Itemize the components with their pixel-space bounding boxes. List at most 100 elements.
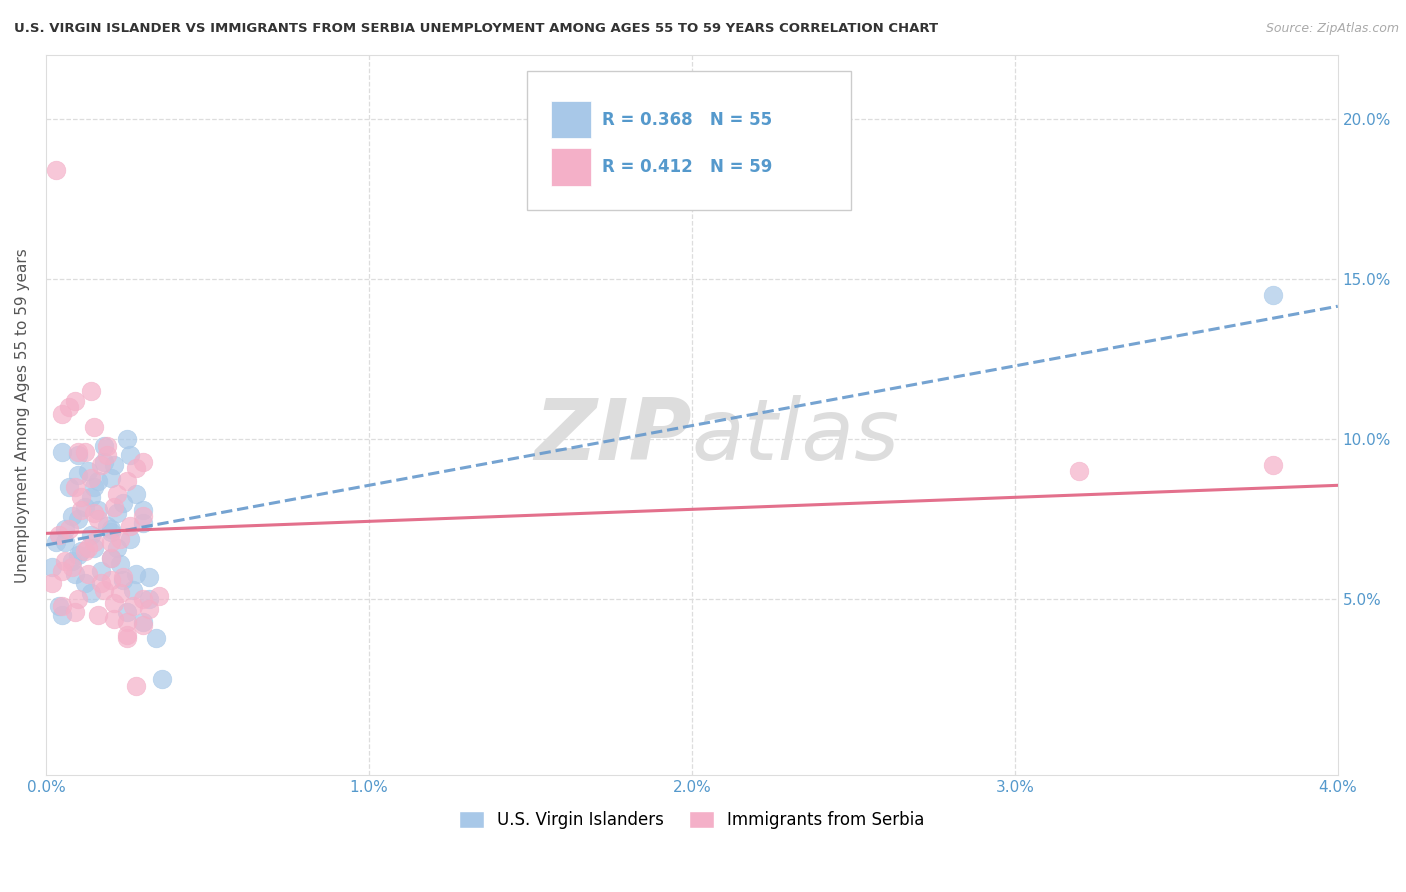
Point [115,474,138,488]
Point [63,605,86,619]
Point [110,557,132,571]
Point [132,592,155,607]
Point [118,518,141,533]
Point [51,599,73,613]
Point [132,502,155,516]
Point [51,608,73,623]
Point [90,458,112,472]
Point [70,502,93,516]
Point [73,500,96,514]
Point [83,480,105,494]
Point [86,512,108,526]
Point [93,455,115,469]
Point [148,589,170,603]
Point [53,534,76,549]
Point [41,576,63,591]
Point [51,445,73,459]
Point [51,407,73,421]
Point [115,627,138,641]
Point [122,599,145,613]
Point [1263,288,1285,302]
Point [67,445,90,459]
Point [67,512,90,526]
Text: atlas: atlas [692,395,900,478]
Point [67,448,90,462]
Point [83,541,105,556]
Point [103,612,125,626]
Point [132,618,155,632]
Point [105,506,128,520]
Text: ZIP: ZIP [534,395,692,478]
Point [73,445,96,459]
Point [58,480,80,494]
Point [96,518,118,533]
Point [70,544,93,558]
Point [115,631,138,645]
Point [86,474,108,488]
Point [103,458,125,472]
Point [112,573,135,587]
Point [112,570,135,584]
Point [125,566,148,581]
Point [100,550,122,565]
Point [60,560,83,574]
Point [60,509,83,524]
Legend: U.S. Virgin Islanders, Immigrants from Serbia: U.S. Virgin Islanders, Immigrants from S… [453,804,932,836]
Point [80,384,103,399]
Point [115,605,138,619]
Point [77,541,100,556]
Point [103,500,125,514]
Point [100,471,122,485]
Point [90,576,112,591]
Point [100,525,122,540]
Point [105,487,128,501]
Point [70,490,93,504]
Point [125,487,148,501]
Point [100,534,122,549]
Point [100,522,122,536]
Point [45,163,67,178]
Point [100,550,122,565]
Point [80,471,103,485]
Point [93,582,115,597]
Point [63,393,86,408]
Point [110,586,132,600]
Point [83,419,105,434]
Point [132,455,155,469]
Point [125,461,148,475]
Point [132,615,155,629]
Point [125,679,148,693]
Point [1069,464,1091,478]
Point [80,490,103,504]
Point [132,516,155,530]
Point [53,554,76,568]
Point [58,522,80,536]
Point [51,564,73,578]
Point [73,544,96,558]
Point [53,522,76,536]
Text: U.S. VIRGIN ISLANDER VS IMMIGRANTS FROM SERBIA UNEMPLOYMENT AMONG AGES 55 TO 59 : U.S. VIRGIN ISLANDER VS IMMIGRANTS FROM … [14,22,938,36]
Text: Source: ZipAtlas.com: Source: ZipAtlas.com [1265,22,1399,36]
Point [150,673,173,687]
Text: R = 0.412   N = 59: R = 0.412 N = 59 [602,158,772,176]
Point [1263,458,1285,472]
Point [58,401,80,415]
Point [60,554,83,568]
Point [112,496,135,510]
Point [122,582,145,597]
Point [63,566,86,581]
Point [41,560,63,574]
Point [132,509,155,524]
Point [115,615,138,629]
Point [67,548,90,562]
Point [103,596,125,610]
Text: R = 0.368   N = 55: R = 0.368 N = 55 [602,111,772,128]
Point [118,448,141,462]
Point [83,506,105,520]
Point [105,541,128,556]
Point [63,480,86,494]
Point [118,532,141,546]
Point [67,592,90,607]
Point [80,528,103,542]
Point [86,502,108,516]
